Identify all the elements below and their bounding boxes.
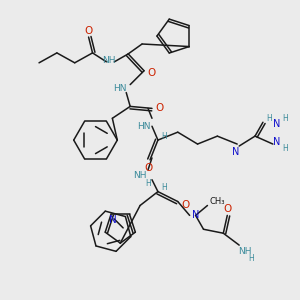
Text: NH: NH: [133, 171, 147, 180]
Text: O: O: [182, 200, 190, 211]
Text: H: H: [248, 254, 254, 263]
Text: N: N: [109, 215, 117, 225]
Text: O: O: [84, 26, 93, 36]
Text: N: N: [232, 147, 239, 157]
Text: NH: NH: [238, 247, 252, 256]
Text: N: N: [273, 137, 280, 147]
Text: O: O: [148, 68, 156, 78]
Text: HN: HN: [137, 122, 151, 131]
Text: O: O: [144, 163, 152, 173]
Text: H: H: [266, 114, 272, 123]
Text: H: H: [161, 132, 167, 141]
Text: H: H: [282, 143, 288, 152]
Text: N: N: [192, 210, 199, 220]
Text: H: H: [145, 179, 151, 188]
Text: H: H: [161, 183, 167, 192]
Text: HN: HN: [113, 84, 127, 93]
Text: CH₃: CH₃: [210, 197, 225, 206]
Text: NH: NH: [102, 56, 115, 65]
Text: O: O: [156, 103, 164, 113]
Text: O: O: [223, 204, 231, 214]
Text: H: H: [282, 114, 288, 123]
Text: N: N: [273, 119, 280, 129]
